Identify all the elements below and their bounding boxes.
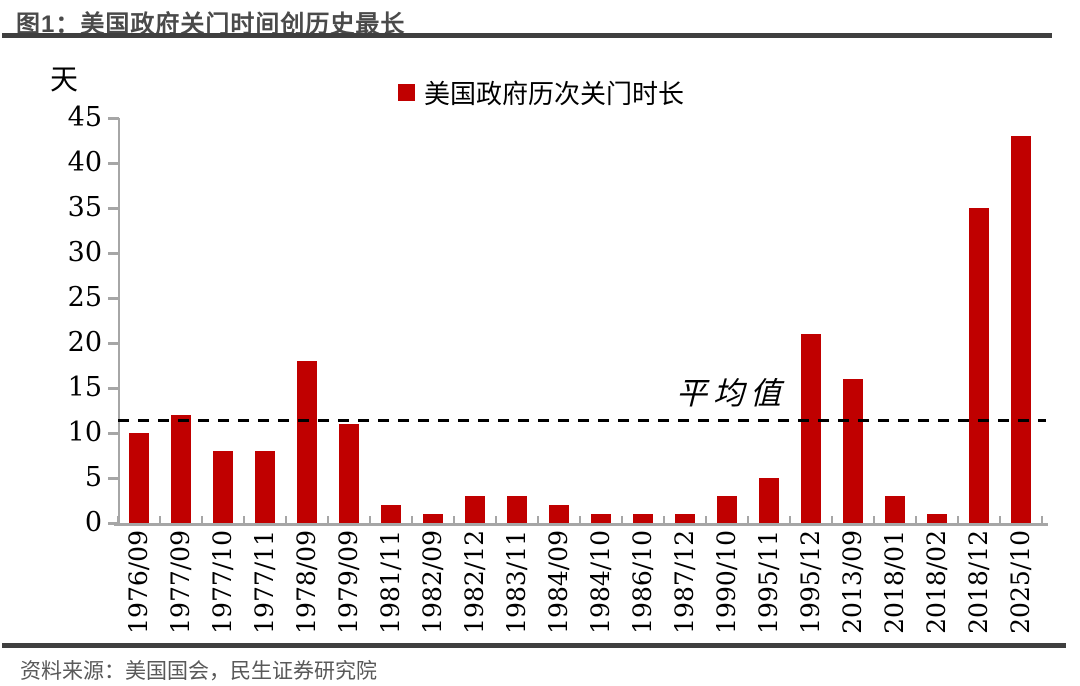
- x-axis-label: 1986/10: [628, 530, 657, 634]
- y-tick-mark: [108, 432, 119, 435]
- y-tick-label: 25: [67, 282, 102, 313]
- bar-2018-12: [969, 208, 989, 523]
- bar-2025-10: [1011, 136, 1031, 523]
- bar-1995-12: [801, 334, 821, 523]
- y-tick-mark: [108, 207, 119, 210]
- x-axis-label: 1984/10: [586, 530, 615, 634]
- x-tick-mark: [621, 516, 623, 523]
- y-tick-label: 10: [67, 417, 102, 448]
- y-tick-mark: [108, 117, 119, 120]
- x-axis-label: 1977/10: [208, 530, 237, 634]
- bar-1995-11: [759, 478, 779, 523]
- y-tick-mark: [108, 522, 119, 525]
- x-tick-mark: [243, 516, 245, 523]
- bar-1983-11: [507, 496, 527, 523]
- y-tick-label: 5: [84, 462, 102, 493]
- x-tick-mark: [999, 516, 1001, 523]
- x-tick-mark: [411, 516, 413, 523]
- x-axis-label: 2018/01: [880, 530, 909, 634]
- x-tick-mark: [1041, 516, 1043, 523]
- x-axis-label: 1983/11: [502, 530, 531, 634]
- average-line-label: 平均值: [676, 376, 787, 412]
- x-axis-label: 2018/12: [964, 530, 993, 634]
- bar-1981-11: [381, 505, 401, 523]
- y-axis-line: [118, 118, 120, 526]
- x-axis-label: 1978/09: [292, 530, 321, 634]
- x-axis-line: [114, 523, 1048, 526]
- x-axis-label: 2025/10: [1006, 530, 1035, 634]
- x-axis-label: 1977/09: [166, 530, 195, 634]
- legend-marker: [398, 84, 415, 101]
- x-axis-label: 2013/09: [838, 530, 867, 634]
- bar-1986-10: [633, 514, 653, 523]
- y-tick-mark: [108, 477, 119, 480]
- bar-2018-02: [927, 514, 947, 523]
- x-tick-mark: [789, 516, 791, 523]
- legend: 美国政府历次关门时长: [398, 74, 684, 111]
- y-tick-label: 45: [67, 102, 102, 133]
- y-tick-label: 0: [84, 507, 102, 538]
- y-tick-label: 30: [67, 237, 102, 268]
- x-axis-label: 1995/12: [796, 530, 825, 634]
- average-line: [118, 418, 1046, 422]
- x-axis-label: 1976/09: [124, 530, 153, 634]
- bar-1987-12: [675, 514, 695, 523]
- x-axis-label: 1987/12: [670, 530, 699, 634]
- x-tick-mark: [285, 516, 287, 523]
- y-tick-mark: [108, 387, 119, 390]
- legend-label: 美国政府历次关门时长: [424, 80, 685, 110]
- bar-1977-10: [213, 451, 233, 523]
- x-axis-label: 1981/11: [376, 530, 405, 634]
- x-tick-mark: [495, 516, 497, 523]
- x-axis-label: 1984/09: [544, 530, 573, 634]
- y-axis-unit-label: 天: [50, 63, 79, 96]
- y-tick-mark: [108, 162, 119, 165]
- x-axis-label: 1995/11: [754, 530, 783, 634]
- x-tick-mark: [327, 516, 329, 523]
- bar-1984-09: [549, 505, 569, 523]
- x-tick-mark: [117, 516, 119, 523]
- y-tick-mark: [108, 252, 119, 255]
- y-tick-label: 20: [67, 327, 102, 358]
- bar-1982-12: [465, 496, 485, 523]
- x-tick-mark: [579, 516, 581, 523]
- bar-1978-09: [297, 361, 317, 523]
- x-tick-mark: [159, 516, 161, 523]
- x-tick-mark: [747, 516, 749, 523]
- bar-1984-10: [591, 514, 611, 523]
- y-tick-label: 35: [67, 192, 102, 223]
- x-tick-mark: [957, 516, 959, 523]
- title-rule: [2, 33, 1052, 38]
- bar-1977-11: [255, 451, 275, 523]
- bar-2018-01: [885, 496, 905, 523]
- x-axis-label: 1977/11: [250, 530, 279, 634]
- bar-1979-09: [339, 424, 359, 523]
- bar-1990-10: [717, 496, 737, 523]
- x-axis-label: 1979/09: [334, 530, 363, 634]
- x-axis-label: 1982/12: [460, 530, 489, 634]
- y-tick-mark: [108, 297, 119, 300]
- footer-rule: [2, 643, 1066, 648]
- bar-1977-09: [171, 415, 191, 523]
- x-tick-mark: [873, 516, 875, 523]
- x-axis-label: 1982/09: [418, 530, 447, 634]
- x-tick-mark: [831, 516, 833, 523]
- x-tick-mark: [201, 516, 203, 523]
- x-tick-mark: [453, 516, 455, 523]
- x-tick-mark: [705, 516, 707, 523]
- x-tick-mark: [537, 516, 539, 523]
- x-axis-label: 2018/02: [922, 530, 951, 634]
- bar-2013-09: [843, 379, 863, 523]
- x-tick-mark: [915, 516, 917, 523]
- x-tick-mark: [369, 516, 371, 523]
- bar-1976-09: [129, 433, 149, 523]
- x-axis-label: 1990/10: [712, 530, 741, 634]
- y-tick-label: 15: [67, 372, 102, 403]
- bar-1982-09: [423, 514, 443, 523]
- y-tick-mark: [108, 342, 119, 345]
- x-tick-mark: [663, 516, 665, 523]
- source-note: 资料来源：美国国会，民生证券研究院: [20, 660, 377, 683]
- y-tick-label: 40: [67, 147, 102, 178]
